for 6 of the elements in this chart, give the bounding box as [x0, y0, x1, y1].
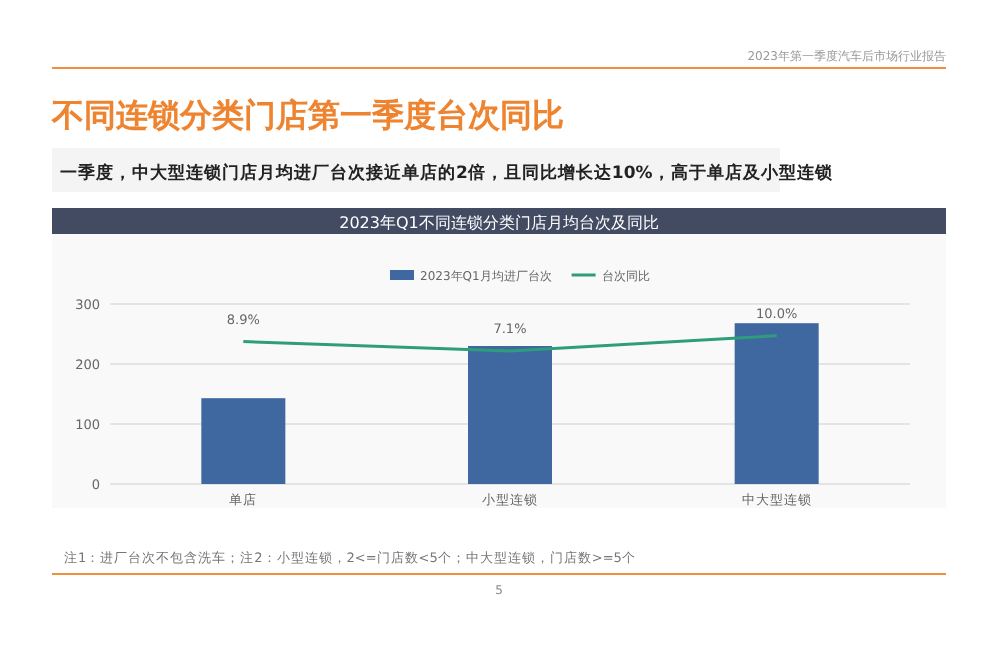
chart-subtitle: 一季度，中大型连锁门店月均进厂台次接近单店的2倍，且同比增长达10%，高于单店及小型连锁: [60, 162, 835, 184]
chart-title: 不同连锁分类门店第一季度台次同比: [50, 96, 564, 134]
bar: [201, 398, 286, 484]
text: 2023年Q1不同连锁分类门店月均台次及同比: [339, 214, 659, 232]
bar: [468, 346, 552, 484]
bar: [734, 323, 819, 484]
